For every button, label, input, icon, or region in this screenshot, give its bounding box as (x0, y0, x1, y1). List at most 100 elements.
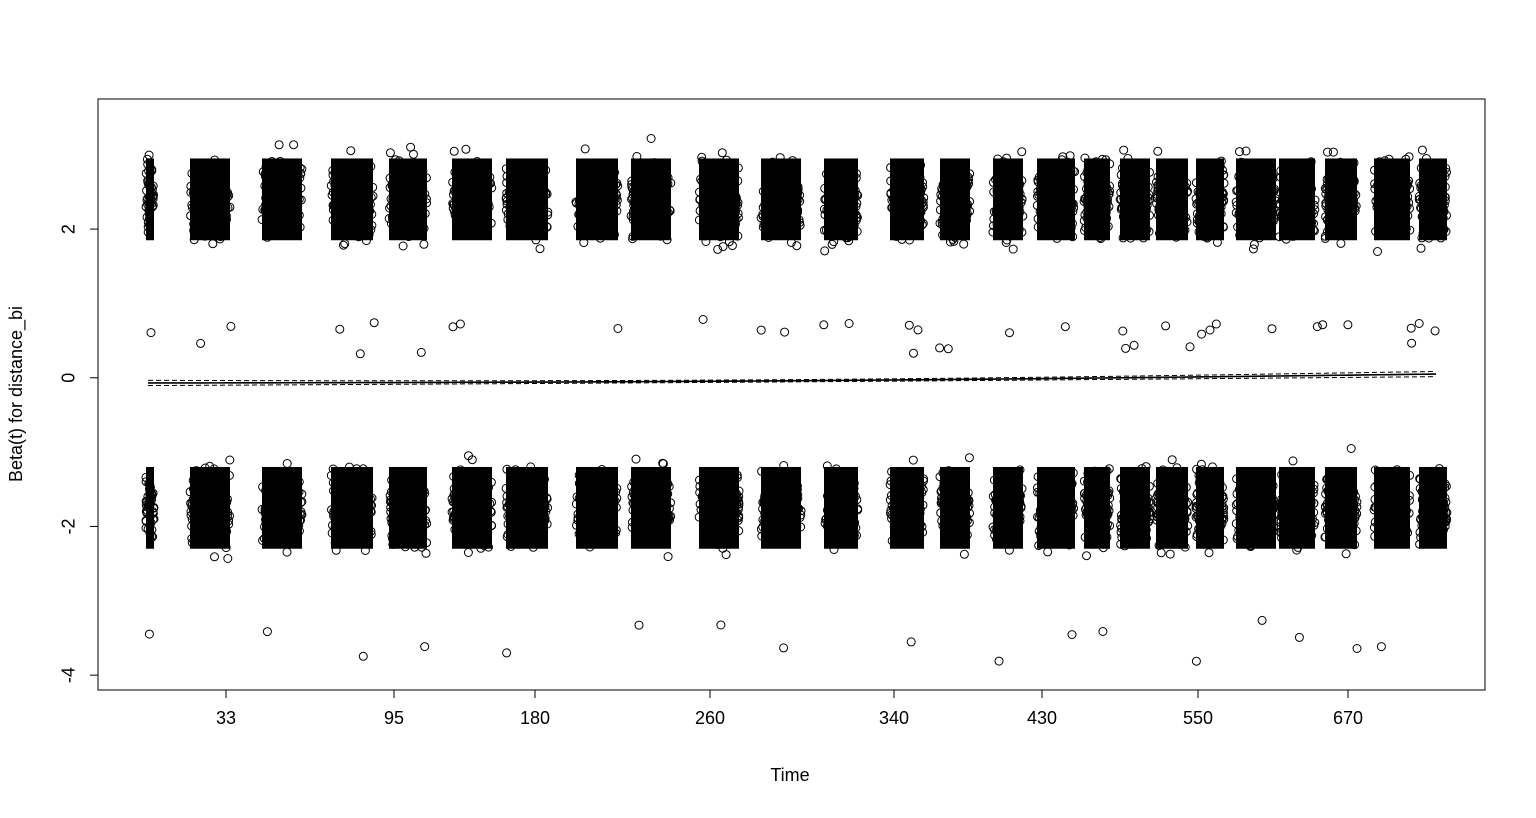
data-point (340, 498, 350, 508)
data-point (219, 167, 229, 177)
data-point (463, 548, 473, 557)
data-point (327, 528, 337, 538)
data-point (365, 500, 375, 510)
data-point (206, 228, 215, 238)
data-point (226, 321, 236, 331)
data-point (340, 187, 350, 197)
data-point (1161, 321, 1171, 331)
data-point (281, 508, 291, 518)
data-point (187, 521, 197, 531)
data-point (1211, 319, 1221, 329)
data-point (144, 629, 154, 639)
data-point (368, 182, 378, 192)
data-point (357, 523, 367, 532)
data-point (1005, 328, 1014, 338)
data-point (1043, 547, 1053, 557)
data-point (416, 520, 425, 530)
data-point (297, 164, 307, 174)
data-point (198, 189, 208, 199)
data-point (219, 216, 229, 226)
data-point (819, 320, 829, 330)
data-point (210, 552, 219, 562)
data-point (416, 525, 425, 535)
data-point (186, 188, 196, 197)
data-point (1165, 549, 1175, 559)
data-point (419, 224, 429, 233)
data-point (387, 475, 397, 485)
data-point (421, 173, 431, 183)
data-point (1121, 343, 1131, 353)
data-point (276, 470, 286, 480)
data-point (410, 219, 420, 229)
data-point (717, 148, 727, 158)
data-point (336, 220, 346, 230)
data-point (208, 466, 217, 476)
data-point (412, 498, 422, 508)
data-point (844, 319, 854, 328)
data-point (202, 523, 212, 533)
data-point (827, 239, 837, 249)
data-point (286, 475, 296, 485)
data-point (415, 479, 425, 489)
data-point (273, 183, 283, 193)
data-point (410, 492, 420, 502)
data-point (275, 500, 285, 510)
data-point (201, 160, 211, 170)
data-point (362, 533, 372, 543)
data-point (1008, 244, 1018, 254)
data-point (363, 473, 373, 483)
data-point (390, 192, 400, 202)
data-point (216, 213, 226, 223)
data-point (418, 166, 428, 176)
data-point (343, 488, 353, 498)
data-point (906, 637, 916, 647)
data-point (211, 219, 221, 229)
data-point (385, 148, 395, 158)
data-point (330, 180, 340, 190)
data-point (329, 512, 339, 521)
data-point (270, 501, 279, 511)
data-point (207, 219, 217, 229)
data-point (289, 535, 299, 545)
data-point (340, 505, 350, 515)
data-point (222, 214, 231, 224)
data-point (220, 521, 230, 531)
data-point (187, 534, 197, 543)
data-point (297, 489, 307, 499)
data-point (908, 455, 918, 465)
data-point (422, 538, 431, 548)
data-point (210, 155, 220, 165)
data-point (422, 198, 432, 208)
data-point (289, 140, 299, 150)
data-point (225, 455, 235, 465)
data-point (293, 502, 303, 512)
data-point (276, 176, 286, 186)
data-point (262, 232, 272, 242)
data-point (206, 496, 216, 506)
data-point (405, 194, 415, 204)
data-point (191, 466, 201, 476)
data-point (364, 499, 373, 509)
data-point (344, 462, 354, 472)
data-point (339, 537, 348, 547)
data-point (1197, 329, 1207, 339)
data-point (399, 159, 409, 169)
data-point (290, 171, 299, 181)
data-point (326, 181, 336, 191)
data-point (756, 325, 766, 335)
data-point (199, 489, 209, 499)
data-point (264, 209, 274, 219)
data-point (146, 328, 156, 338)
data-point (260, 171, 270, 181)
data-point (461, 144, 471, 154)
data-point (413, 477, 423, 487)
data-point (335, 537, 345, 547)
data-point (225, 202, 235, 212)
data-point (276, 222, 286, 232)
data-point (580, 144, 590, 154)
data-point (328, 165, 338, 175)
data-point (358, 464, 368, 474)
data-point (295, 222, 305, 232)
data-point (141, 523, 151, 533)
